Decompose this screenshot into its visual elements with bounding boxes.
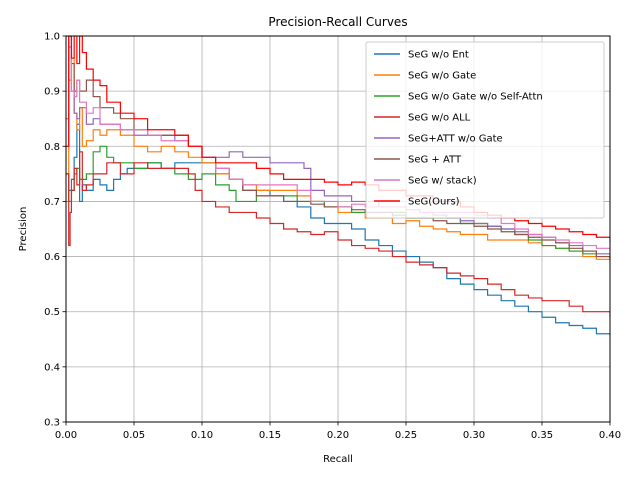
y-tick-label: 0.5 bbox=[44, 307, 60, 318]
y-tick-label: 1.0 bbox=[44, 32, 60, 43]
y-axis-ticks: 0.3 0.4 0.5 0.6 0.7 0.8 0.9 1.0 bbox=[44, 32, 66, 429]
x-axis-label: Recall bbox=[323, 454, 353, 465]
legend-label: SeG w/o Gate bbox=[408, 71, 476, 82]
x-tick-label: 0.00 bbox=[55, 430, 77, 441]
x-tick-label: 0.20 bbox=[327, 430, 349, 441]
x-tick-label: 0.35 bbox=[531, 430, 553, 441]
y-tick-label: 0.3 bbox=[44, 418, 60, 429]
y-tick-label: 0.7 bbox=[44, 197, 60, 208]
series-lines bbox=[66, 36, 610, 337]
legend-label: SeG(Ours) bbox=[408, 197, 460, 208]
x-tick-label: 0.40 bbox=[599, 430, 621, 441]
x-tick-label: 0.15 bbox=[259, 430, 281, 441]
y-tick-label: 0.8 bbox=[44, 142, 60, 153]
x-tick-label: 0.25 bbox=[395, 430, 417, 441]
y-tick-label: 0.4 bbox=[44, 362, 60, 373]
legend-label: SeG w/o ALL bbox=[408, 113, 471, 124]
series-line-5 bbox=[66, 36, 610, 260]
legend-label: SeG w/ stack) bbox=[408, 176, 477, 187]
x-axis-ticks: 0.00 0.05 0.10 0.15 0.20 0.25 0.30 0.35 0.40 bbox=[55, 422, 621, 441]
legend-label: SeG + ATT bbox=[408, 155, 462, 166]
legend-label: SeG w/o Gate w/o Self-Attn bbox=[408, 92, 543, 103]
series-line-3 bbox=[66, 151, 610, 318]
y-tick-label: 0.9 bbox=[44, 87, 60, 98]
legend: SeG w/o Ent SeG w/o Gate SeG w/o Gate w/o … bbox=[365, 41, 605, 219]
legend-label: SeG+ATT w/o Gate bbox=[408, 134, 503, 145]
legend-box bbox=[365, 41, 605, 219]
series-line-6 bbox=[66, 36, 610, 252]
x-tick-label: 0.10 bbox=[191, 430, 213, 441]
y-tick-label: 0.6 bbox=[44, 252, 60, 263]
series-line-7 bbox=[66, 36, 610, 243]
chart-title: Precision-Recall Curves bbox=[268, 15, 407, 29]
series-line-1 bbox=[66, 57, 610, 263]
y-axis-label: Precision bbox=[18, 207, 29, 252]
x-tick-label: 0.05 bbox=[123, 430, 145, 441]
legend-label: SeG w/o Ent bbox=[408, 50, 469, 61]
x-tick-label: 0.30 bbox=[463, 430, 485, 441]
